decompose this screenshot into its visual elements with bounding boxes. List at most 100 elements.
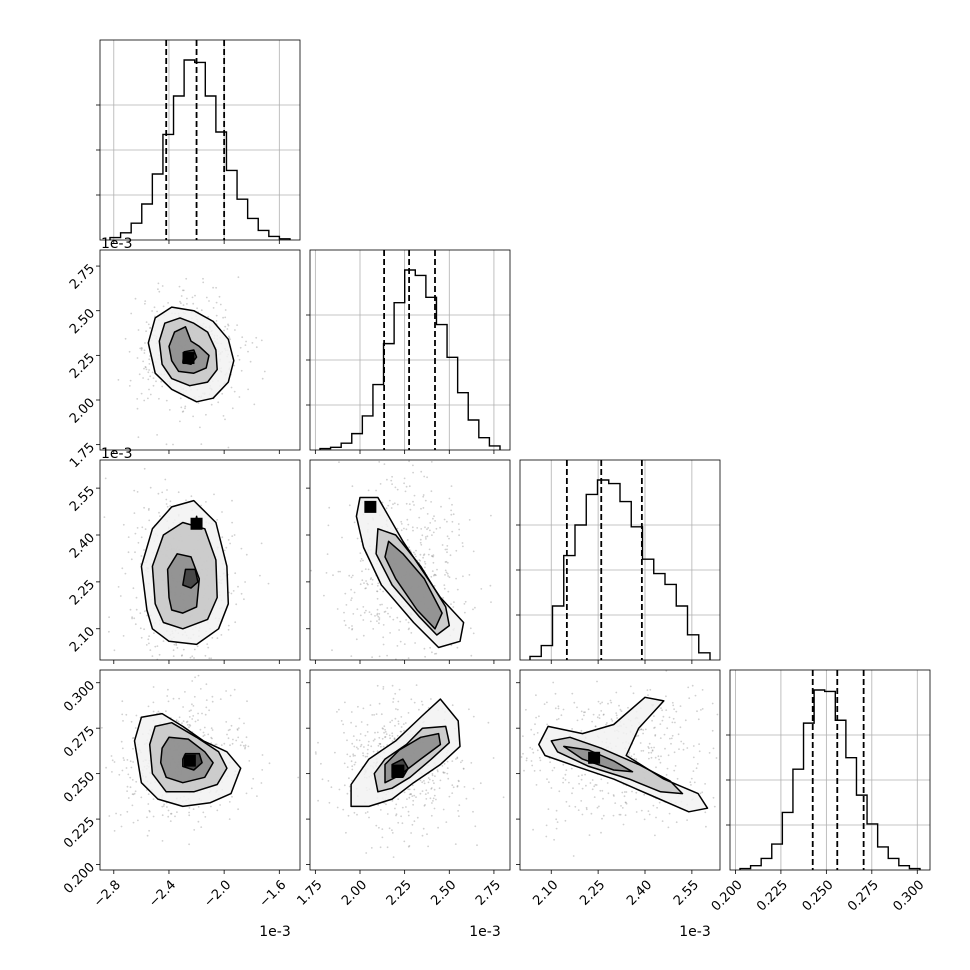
- sample-point: [393, 738, 396, 740]
- sample-point: [140, 349, 143, 351]
- sample-point: [139, 347, 142, 350]
- sample-point: [158, 397, 160, 400]
- sample-point: [350, 721, 352, 724]
- sample-point: [585, 806, 588, 809]
- sample-point: [422, 494, 425, 496]
- sample-point: [236, 728, 239, 730]
- sample-point: [125, 767, 128, 769]
- sample-point: [188, 811, 191, 814]
- sample-point: [651, 750, 654, 752]
- sample-point: [161, 285, 164, 287]
- sample-point: [414, 642, 416, 644]
- sample-point: [659, 723, 662, 725]
- sample-point: [381, 603, 383, 606]
- sample-point: [234, 572, 237, 575]
- sample-point: [549, 761, 551, 764]
- sample-point: [351, 625, 353, 627]
- sample-point: [668, 716, 671, 719]
- sample-point: [727, 741, 729, 743]
- x-tick-label: 0.300: [891, 878, 928, 915]
- sample-point: [423, 560, 426, 563]
- sample-point: [176, 647, 179, 649]
- sample-point: [145, 368, 148, 371]
- scatter-panel-4-3: [510, 670, 729, 857]
- sample-point: [247, 388, 250, 391]
- histogram-step: [529, 479, 711, 660]
- sample-point: [229, 744, 231, 747]
- sample-point: [510, 767, 512, 769]
- sample-point: [704, 811, 707, 814]
- sample-point: [430, 698, 432, 700]
- sample-point: [398, 629, 400, 631]
- sample-point: [105, 766, 107, 769]
- sample-point: [460, 761, 462, 764]
- sample-point: [378, 618, 381, 621]
- sample-point: [661, 820, 664, 822]
- sample-point: [419, 553, 422, 556]
- sample-point: [562, 708, 565, 711]
- sample-point: [241, 336, 244, 339]
- sample-point: [654, 734, 657, 736]
- sample-point: [194, 676, 197, 679]
- sample-point: [143, 349, 146, 352]
- sample-point: [413, 701, 416, 704]
- sample-point: [430, 490, 433, 493]
- sample-point: [165, 443, 168, 446]
- sample-point: [134, 623, 137, 626]
- sample-point: [121, 713, 124, 716]
- sample-point: [420, 528, 423, 530]
- sample-point: [392, 701, 394, 703]
- sample-point: [624, 814, 627, 817]
- sample-point: [679, 705, 682, 707]
- sample-point: [213, 493, 215, 496]
- sample-point: [170, 812, 173, 815]
- sample-point: [441, 765, 444, 767]
- sample-point: [444, 574, 446, 576]
- sample-point: [426, 476, 428, 479]
- sample-point: [263, 370, 266, 373]
- sample-point: [364, 734, 367, 737]
- sample-point: [455, 549, 458, 552]
- sample-point: [144, 300, 147, 302]
- sample-point: [337, 570, 340, 573]
- sample-point: [427, 845, 429, 848]
- sample-point: [332, 574, 334, 577]
- sample-point: [414, 553, 416, 556]
- sample-point: [412, 500, 414, 503]
- sample-point: [446, 572, 449, 575]
- scatter-frame: [309, 669, 511, 871]
- sample-point: [599, 789, 602, 792]
- sample-point: [560, 714, 563, 717]
- sample-point: [381, 727, 384, 730]
- sample-point: [691, 684, 694, 687]
- sample-point: [376, 590, 378, 593]
- sample-point: [362, 606, 365, 608]
- sample-point: [223, 742, 226, 745]
- sample-point: [359, 745, 362, 748]
- sample-point: [580, 710, 583, 713]
- sample-point: [670, 737, 673, 740]
- x-offset-label: 1e-3: [259, 924, 290, 940]
- sample-point: [562, 763, 565, 766]
- sample-point: [350, 588, 352, 591]
- sample-point: [231, 521, 234, 524]
- sample-point: [408, 845, 411, 847]
- sample-point: [108, 630, 110, 633]
- sample-point: [230, 386, 233, 389]
- sample-point: [546, 723, 548, 726]
- sample-point: [388, 734, 391, 737]
- sample-point: [216, 809, 219, 812]
- sample-point: [163, 803, 166, 806]
- sample-point: [625, 791, 628, 793]
- sample-point: [243, 598, 245, 601]
- sample-point: [348, 627, 350, 629]
- sample-point: [134, 297, 137, 300]
- sample-point: [433, 782, 435, 785]
- sample-point: [338, 461, 340, 463]
- contour-line: [148, 721, 228, 793]
- sample-point: [613, 795, 615, 797]
- sample-point: [555, 809, 558, 812]
- sample-point: [446, 535, 449, 538]
- sample-point: [199, 688, 202, 690]
- sample-point: [376, 590, 379, 593]
